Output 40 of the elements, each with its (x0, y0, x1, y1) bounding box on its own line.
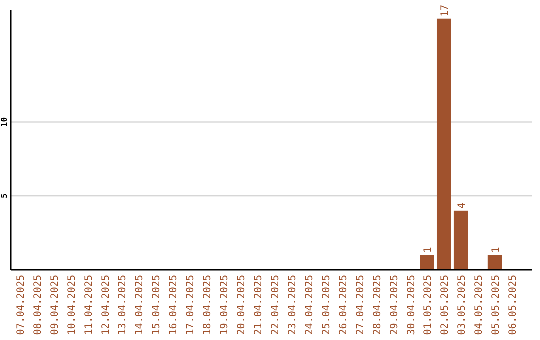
data-label: 4 (457, 202, 468, 209)
x-tick-label: 22.04.2025 (270, 275, 282, 336)
x-tick-label: 01.05.2025 (423, 275, 434, 336)
x-tick-label: 24.04.2025 (304, 275, 316, 336)
x-tick-label: 15.04.2025 (152, 275, 163, 336)
x-tick-label: 14.04.2025 (134, 275, 146, 336)
x-tick-label: 29.04.2025 (389, 275, 400, 336)
x-tick-label: 12.04.2025 (100, 275, 112, 336)
x-tick-label: 19.04.2025 (220, 275, 231, 336)
x-tick-label: 06.05.2025 (508, 275, 520, 336)
x-tick-label: 27.04.2025 (355, 275, 366, 336)
x-tick-label: 17.04.2025 (186, 275, 197, 336)
bar (488, 255, 502, 270)
x-tick-label: 30.04.2025 (406, 275, 418, 336)
x-tick-label: 11.04.2025 (84, 275, 95, 336)
x-tick-label: 26.04.2025 (338, 275, 350, 336)
x-tick-label: 13.04.2025 (118, 275, 129, 336)
x-tick-label: 03.05.2025 (457, 275, 468, 336)
x-tick-label: 25.04.2025 (321, 275, 332, 336)
x-tick-label: 05.05.2025 (491, 275, 502, 336)
x-tick-label: 08.04.2025 (32, 275, 44, 336)
y-tick-label: 5 (0, 194, 9, 199)
data-label: 1 (491, 247, 502, 254)
x-tick-label: 28.04.2025 (372, 275, 384, 336)
data-label: 17 (440, 4, 452, 17)
y-tick-label: 10 (0, 117, 9, 128)
bar (436, 18, 452, 270)
x-tick-label: 18.04.2025 (202, 275, 214, 336)
x-tick-label: 02.05.2025 (440, 275, 452, 336)
x-tick-label: 21.04.2025 (254, 275, 265, 336)
bar (420, 255, 434, 270)
x-tick-label: 10.04.2025 (66, 275, 78, 336)
data-label: 1 (423, 247, 434, 254)
x-tick-label: 23.04.2025 (287, 275, 298, 336)
bar (454, 210, 468, 270)
x-tick-label: 09.04.2025 (50, 275, 61, 336)
x-tick-label: 07.04.2025 (16, 275, 27, 336)
x-tick-label: 16.04.2025 (168, 275, 180, 336)
x-tick-label: 04.05.2025 (474, 275, 486, 336)
x-tick-label: 20.04.2025 (236, 275, 248, 336)
